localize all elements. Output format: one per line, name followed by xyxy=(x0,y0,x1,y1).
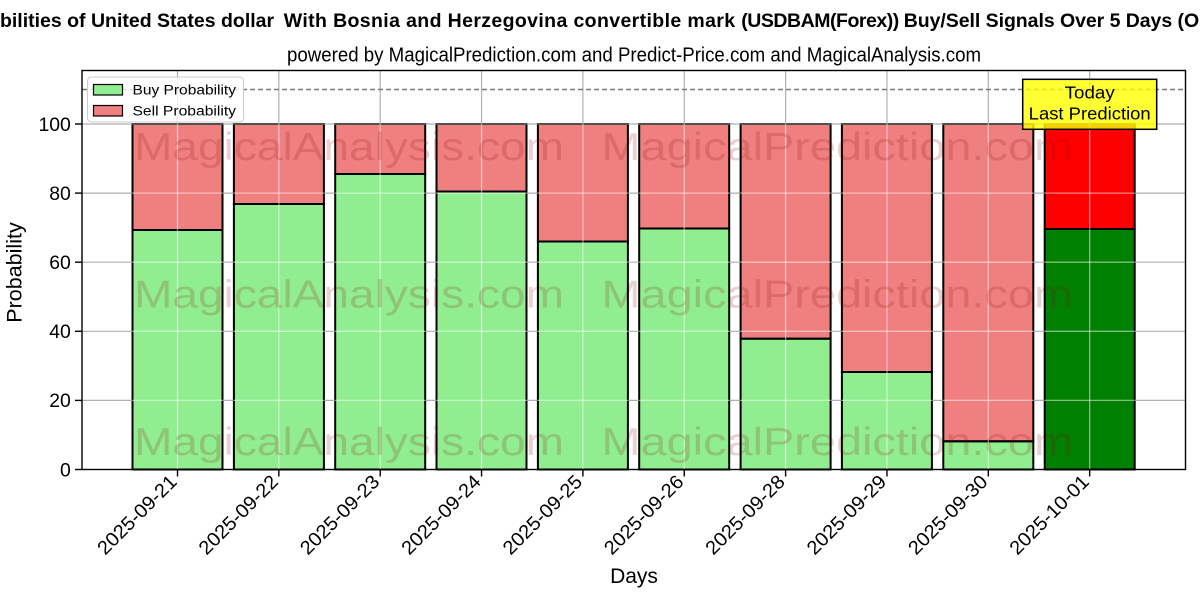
svg-text:60: 60 xyxy=(49,252,71,274)
svg-text:2025-09-25: 2025-09-25 xyxy=(499,471,587,559)
svg-text:20: 20 xyxy=(49,390,71,412)
svg-text:2025-09-22: 2025-09-22 xyxy=(194,471,282,559)
svg-text:MagicalAnalysis.com: MagicalAnalysis.com xyxy=(134,421,564,464)
svg-text:2025-10-01: 2025-10-01 xyxy=(1005,471,1093,559)
svg-text:(USDBAM(Forex)): (USDBAM(Forex)) xyxy=(741,10,899,32)
svg-text:MagicalPrediction.com: MagicalPrediction.com xyxy=(602,421,1074,464)
svg-text:Last Prediction: Last Prediction xyxy=(1029,104,1151,124)
svg-text:2025-09-28: 2025-09-28 xyxy=(701,471,789,559)
svg-text:100: 100 xyxy=(38,114,71,136)
svg-text:80: 80 xyxy=(49,183,71,205)
svg-text:MagicalPrediction.com: MagicalPrediction.com xyxy=(602,126,1074,169)
svg-text:2025-09-24: 2025-09-24 xyxy=(397,471,486,560)
svg-text:Sell Probability: Sell Probability xyxy=(133,104,237,119)
svg-text:With Bosnia and Herzegovina co: With Bosnia and Herzegovina convertible … xyxy=(284,10,736,32)
svg-text:Buy Probability: Buy Probability xyxy=(133,83,237,98)
svg-text:40: 40 xyxy=(49,321,71,343)
svg-text:0: 0 xyxy=(60,459,71,481)
svg-text:Buy/Sell Signals Over 5 Days (: Buy/Sell Signals Over 5 Days (Only Proba… xyxy=(904,10,1200,32)
svg-text:Today: Today xyxy=(1065,83,1115,103)
svg-text:Probability: Probability xyxy=(3,222,27,323)
svg-text:2025-09-29: 2025-09-29 xyxy=(803,471,891,559)
svg-text:Days: Days xyxy=(610,565,658,588)
svg-text:Probabilities of United States: Probabilities of United States dollar xyxy=(0,10,274,32)
svg-text:2025-09-23: 2025-09-23 xyxy=(296,471,384,559)
svg-text:MagicalPrediction.com: MagicalPrediction.com xyxy=(602,274,1074,317)
svg-text:MagicalAnalysis.com: MagicalAnalysis.com xyxy=(134,274,564,317)
svg-text:powered by MagicalPrediction.c: powered by MagicalPrediction.com and Pre… xyxy=(287,45,981,67)
svg-text:2025-09-30: 2025-09-30 xyxy=(904,471,993,560)
svg-text:MagicalAnalysis.com: MagicalAnalysis.com xyxy=(134,126,564,169)
svg-text:2025-09-26: 2025-09-26 xyxy=(600,471,688,559)
svg-text:2025-09-21: 2025-09-21 xyxy=(93,471,181,559)
